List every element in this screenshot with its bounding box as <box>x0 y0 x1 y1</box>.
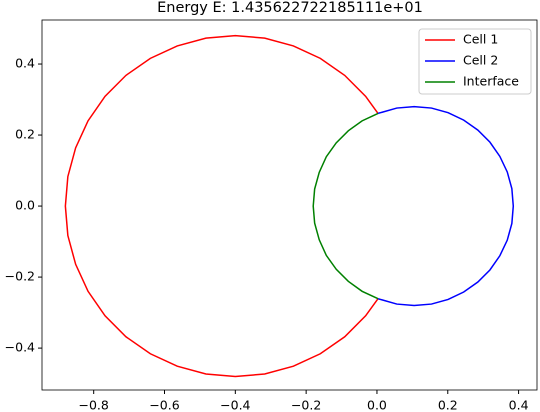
legend-label: Cell 2 <box>463 53 498 68</box>
y-tick-label: 0.0 <box>15 198 35 213</box>
legend-label: Cell 1 <box>463 32 498 47</box>
legend-box <box>418 28 532 95</box>
legend: Cell 1 Cell 2 Interface <box>418 28 532 95</box>
y-tick-label: −0.2 <box>5 269 35 284</box>
x-tick-label: −0.2 <box>291 398 321 412</box>
series-line <box>312 112 379 300</box>
y-tick-label: −0.4 <box>5 340 35 355</box>
legend-label: Interface <box>463 74 519 89</box>
y-tick-label: 0.2 <box>15 127 35 142</box>
plot-frame <box>41 19 538 391</box>
x-tick-label: 0.4 <box>509 398 529 412</box>
series-line <box>377 105 515 307</box>
x-tick-label: −0.8 <box>79 398 109 412</box>
x-tick-label: 0.0 <box>367 398 387 412</box>
chart-title: Energy E: 1.435622722185111e+01 <box>157 0 423 16</box>
x-tick-label: −0.4 <box>220 398 250 412</box>
y-tick-label: 0.4 <box>15 56 35 71</box>
x-tick-label: 0.2 <box>438 398 458 412</box>
x-tick-label: −0.6 <box>149 398 179 412</box>
series-line <box>64 34 379 378</box>
